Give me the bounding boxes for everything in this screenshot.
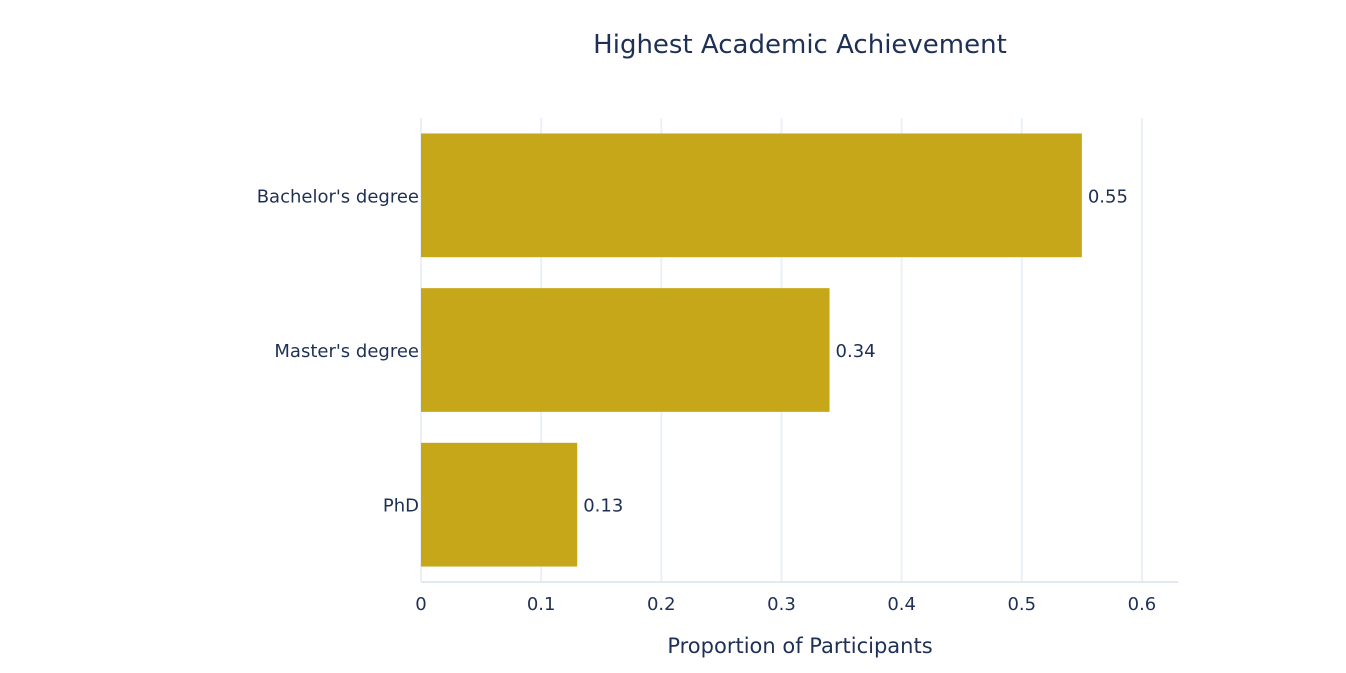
y-tick-label: Master's degree [274,341,419,362]
bars [421,133,1082,567]
x-axis-title: Proportion of Participants [667,634,932,658]
x-tick-label: 0.4 [887,594,916,615]
y-tick-label: Bachelor's degree [257,186,419,207]
y-axis-ticks: Bachelor's degree Master's degree PhD [257,186,419,516]
y-tick-label: PhD [383,496,419,517]
bar [421,442,578,567]
x-tick-label: 0.3 [767,594,796,615]
bar [421,288,830,412]
x-tick-label: 0.5 [1007,594,1036,615]
x-tick-label: 0.1 [527,594,556,615]
x-tick-label: 0.6 [1128,594,1157,615]
bar-value-label: 0.55 [1088,186,1128,207]
bar-value-label: 0.34 [836,341,876,362]
x-tick-label: 0.2 [647,594,676,615]
x-tick-label: 0 [415,594,426,615]
x-axis-ticks: 0 0.1 0.2 0.3 0.4 0.5 0.6 [415,594,1156,615]
bar-value-label: 0.13 [583,496,623,517]
bar [421,133,1082,258]
data-labels: 0.55 0.34 0.13 [583,186,1128,516]
chart-title: Highest Academic Achievement [593,30,1007,60]
